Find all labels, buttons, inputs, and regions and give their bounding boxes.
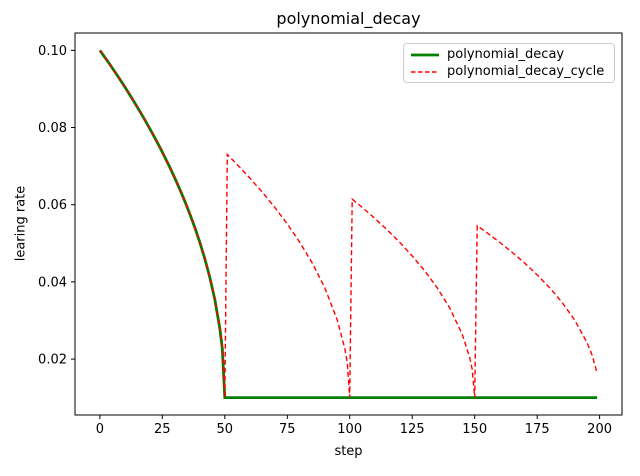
x-tick-label: 100 bbox=[337, 422, 362, 437]
x-tick-label: 25 bbox=[154, 422, 171, 437]
legend-label: polynomial_decay_cycle bbox=[447, 64, 605, 79]
y-tick-label: 0.04 bbox=[38, 275, 67, 290]
series-line-polynomial_decay_cycle bbox=[99, 49, 598, 398]
chart-title: polynomial_decay bbox=[276, 9, 421, 28]
y-tick-label: 0.02 bbox=[38, 353, 67, 368]
legend-item-polynomial-decay-cycle: polynomial_decay_cycle bbox=[411, 63, 608, 80]
x-tick-label: 175 bbox=[525, 422, 550, 437]
x-axis-label: step bbox=[334, 444, 363, 459]
y-axis-label: learing rate bbox=[13, 185, 29, 262]
series-line-polynomial_decay bbox=[98, 49, 598, 400]
legend-item-polynomial-decay: polynomial_decay bbox=[411, 46, 608, 63]
legend: polynomial_decay polynomial_decay_cycle bbox=[403, 43, 615, 83]
legend-line-dashed-icon bbox=[411, 70, 439, 73]
y-tick-label: 0.10 bbox=[38, 44, 67, 59]
legend-label: polynomial_decay bbox=[447, 47, 565, 62]
x-tick-label: 50 bbox=[217, 422, 234, 437]
legend-line-solid-icon bbox=[411, 53, 439, 56]
x-tick-label: 150 bbox=[462, 422, 487, 437]
x-tick-label: 75 bbox=[279, 422, 296, 437]
x-tick-label: 125 bbox=[400, 422, 425, 437]
y-tick-label: 0.08 bbox=[38, 121, 67, 136]
y-tick-label: 0.06 bbox=[38, 198, 67, 213]
x-tick-label: 200 bbox=[587, 422, 612, 437]
x-tick-label: 0 bbox=[96, 422, 104, 437]
axes-frame bbox=[74, 32, 623, 416]
